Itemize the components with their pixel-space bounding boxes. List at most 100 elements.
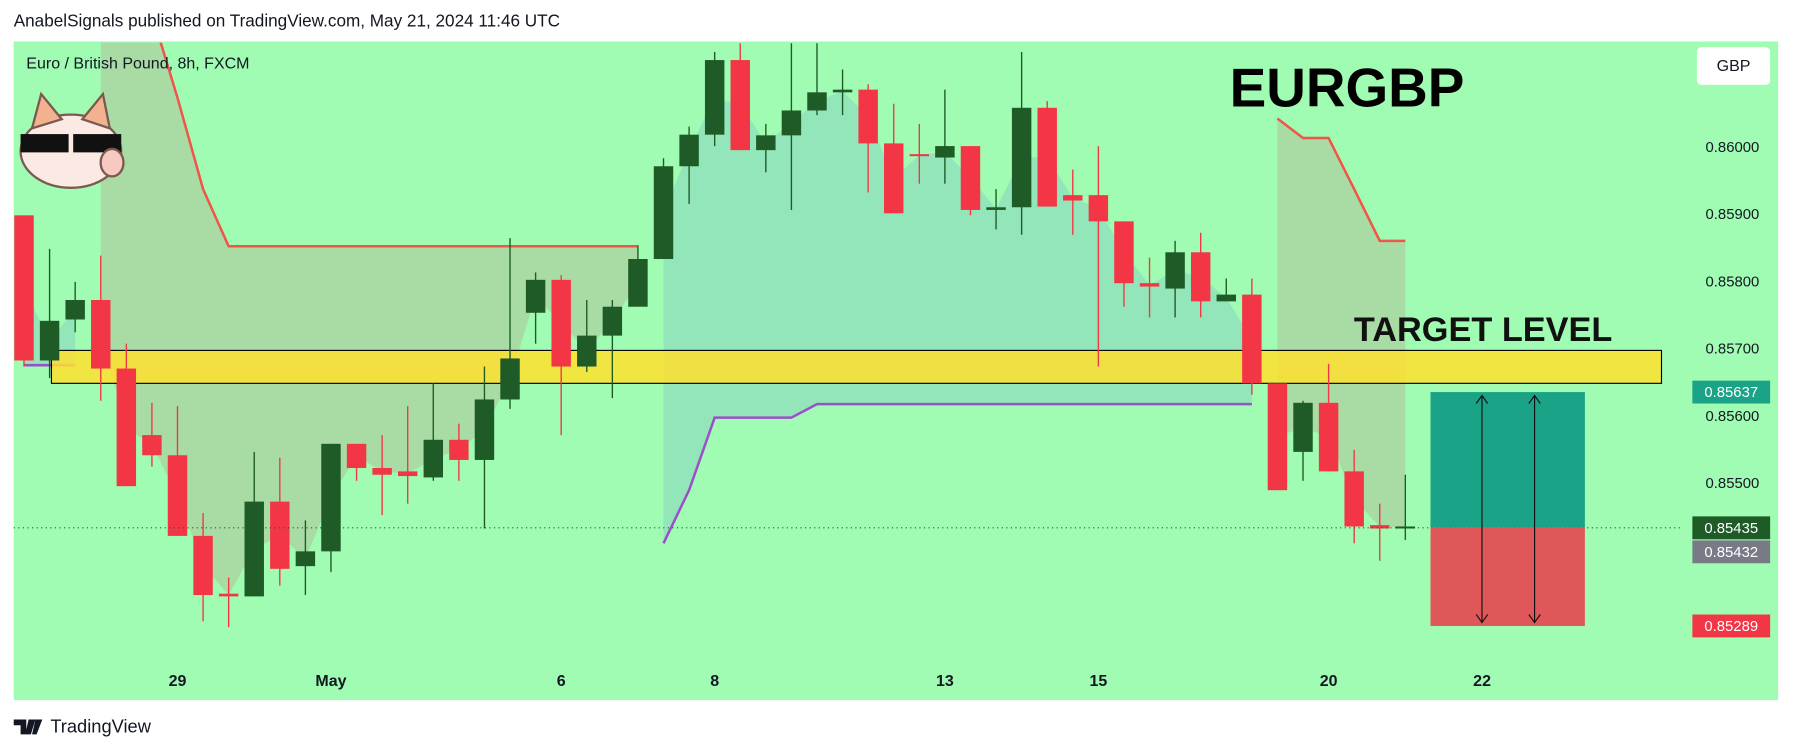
candle-body [628, 259, 648, 307]
annotations: TARGET LEVEL [1354, 311, 1613, 349]
x-tick-label: 15 [1089, 673, 1107, 690]
candle-body [91, 300, 111, 369]
candle-body [1139, 283, 1160, 287]
candle-body [321, 443, 341, 552]
candle-body [1293, 402, 1313, 452]
y-tick-label: 0.85800 [1706, 274, 1760, 290]
candle-body [270, 501, 290, 569]
x-tick-label: 22 [1473, 673, 1491, 690]
candle-body [1242, 294, 1262, 384]
candle-body [1318, 402, 1339, 472]
candle-body [986, 207, 1006, 210]
x-tick-label: 6 [557, 673, 566, 690]
candle-body [525, 279, 546, 313]
indicator-fill [100, 42, 638, 596]
candle-body [295, 551, 316, 567]
target-zone [50, 349, 1663, 384]
arrow-head [1528, 394, 1541, 404]
candle-body [372, 468, 392, 475]
candle-body [832, 89, 853, 93]
candle-body [1088, 195, 1109, 222]
candle-body [1063, 195, 1083, 201]
arrow-head [1528, 614, 1541, 624]
candle-body [449, 439, 469, 460]
candle-body [551, 279, 571, 367]
candle-body [474, 399, 495, 460]
candle-body [1216, 294, 1236, 302]
indicator-line [1276, 117, 1406, 243]
avatar [19, 91, 125, 189]
y-tick-label: 0.85500 [1706, 476, 1760, 492]
y-tick-label: 0.85700 [1706, 342, 1760, 358]
candle-body [1011, 107, 1032, 208]
currency-button[interactable] [1696, 47, 1771, 85]
price-label: 0.85637 [1704, 385, 1758, 401]
y-tick-label: 0.86000 [1706, 140, 1760, 156]
candle-body [39, 320, 60, 361]
candle-body [756, 135, 776, 151]
candle-body [1114, 221, 1134, 284]
arrow-head [1475, 614, 1489, 624]
indicator-line [662, 402, 1252, 544]
price-label-box [1692, 614, 1771, 638]
x-tick-label: 8 [710, 673, 719, 690]
x-tick-label: 20 [1320, 673, 1338, 690]
price-label-box [1692, 540, 1771, 564]
candle-body [65, 300, 85, 320]
candle-body [653, 166, 674, 260]
position-target [1430, 392, 1585, 528]
candle-body [679, 134, 699, 167]
candle-body [960, 146, 981, 210]
candle-body [116, 368, 137, 487]
candle-body [602, 306, 623, 336]
y-tick-label: 0.85900 [1706, 207, 1760, 223]
candle-body [500, 358, 520, 400]
y-tick-label: 0.85600 [1706, 409, 1760, 425]
x-tick-label: 13 [936, 673, 954, 690]
price-label-box [1692, 380, 1771, 404]
plot-area [13, 42, 1681, 628]
candle-body [14, 215, 34, 361]
footer-logo [13, 719, 43, 735]
x-tick-label: May [315, 673, 346, 690]
candle-body [884, 143, 904, 214]
candle-body [346, 443, 367, 469]
indicator-line [159, 42, 638, 248]
currency-label[interactable]: GBP [1717, 58, 1751, 75]
candle-body [193, 535, 213, 596]
candle-body [423, 439, 444, 478]
price-label: 0.85432 [1704, 545, 1758, 561]
symbol-label: Euro / British Pound, 8h, FXCM [26, 56, 249, 73]
candle-body [909, 154, 930, 157]
candle-body [1370, 525, 1390, 529]
indicator-fill [663, 90, 1252, 544]
price-label-box [1692, 516, 1771, 540]
candle-body [935, 146, 955, 158]
candle-body [1037, 107, 1057, 207]
candle-body [142, 435, 162, 456]
candle-body [244, 501, 264, 597]
footer: TradingView [50, 715, 151, 736]
x-tick-label: 29 [169, 673, 187, 690]
candle-body [704, 60, 725, 135]
candle-body [167, 455, 188, 536]
candle-body [218, 593, 239, 597]
candle-body [1267, 383, 1288, 491]
indicator-fill [24, 287, 76, 366]
chart-title: EURGBP [1230, 56, 1465, 118]
candle-body [807, 92, 827, 111]
price-label: 0.85289 [1704, 619, 1758, 635]
candle-body [730, 60, 750, 151]
candle-body [1344, 471, 1364, 527]
header: AnabelSignals published on TradingView.c… [14, 11, 560, 31]
price-label: 0.85435 [1704, 521, 1758, 537]
arrow-head [1475, 394, 1489, 404]
candle-body [397, 471, 418, 477]
candle-body [858, 89, 878, 144]
candle-body [781, 110, 802, 136]
candle-body [1165, 252, 1185, 289]
position-stop [1430, 527, 1585, 626]
candle-body [1190, 252, 1211, 302]
